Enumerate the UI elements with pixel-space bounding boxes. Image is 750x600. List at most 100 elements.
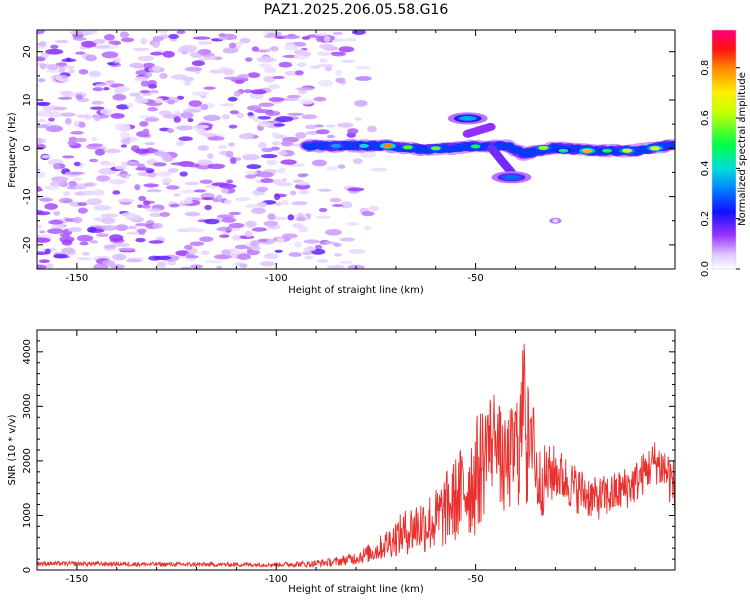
- heatmap-noise-blob: [247, 72, 261, 78]
- heatmap-noise-blob: [104, 148, 121, 154]
- heatmap-noise-blob: [257, 238, 268, 243]
- heatmap-noise-blob: [251, 46, 259, 52]
- heatmap-noise-blob: [176, 30, 186, 34]
- heatmap-noise-blob: [121, 161, 128, 167]
- heatmap-noise-blob: [112, 190, 121, 195]
- colorbar-tick-label: 0.2: [700, 211, 711, 227]
- heatmap-noise-blob: [250, 89, 267, 95]
- heatmap-noise-blob: [314, 124, 324, 128]
- heatmap-ridge-core: [582, 148, 593, 153]
- heatmap-noise-blob: [325, 124, 336, 128]
- heatmap-noise-blob: [325, 229, 342, 236]
- heatmap-noise-blob: [41, 154, 51, 159]
- heatmap-noise-blob: [159, 73, 168, 79]
- heatmap-noise-blob: [229, 110, 240, 115]
- heatmap-noise-blob: [112, 242, 130, 247]
- heatmap-noise-blob: [173, 116, 181, 123]
- heatmap-noise-blob: [88, 143, 103, 147]
- heatmap-noise-blob: [170, 162, 188, 166]
- snr-axes: -150 -100 -50 0 1000 2000 3000 4000: [22, 330, 676, 585]
- heatmap-noise-blob: [121, 37, 135, 43]
- heatmap-noise-blob: [53, 106, 67, 111]
- heatmap-noise-blob: [49, 181, 68, 187]
- heatmap-noise-blob: [315, 215, 331, 219]
- heatmap-noise-blob: [140, 37, 148, 45]
- heatmap-noise-blob: [105, 80, 115, 84]
- heatmap-noise-blob: [94, 148, 105, 156]
- heatmap-noise-blob: [245, 174, 257, 179]
- heatmap-noise-blob: [323, 35, 331, 43]
- heatmap-noise-blob: [118, 247, 136, 252]
- heatmap-noise-blob: [331, 52, 346, 57]
- snr-series-line: [37, 343, 675, 569]
- heatmap-noise-blob: [274, 249, 283, 253]
- heatmap-noise-blob: [59, 112, 76, 117]
- heatmap-noise-blob: [299, 98, 314, 105]
- heatmap-noise-blob: [223, 68, 235, 76]
- heatmap-noise-blob: [316, 63, 335, 68]
- heatmap-noise-blob: [263, 220, 279, 227]
- heatmap-noise-blob: [150, 51, 164, 56]
- heatmap-noise-blob: [58, 66, 66, 73]
- heatmap-noise-blob: [127, 225, 138, 230]
- heatmap-noise-blob: [237, 74, 250, 79]
- heatmap-noise-blob: [259, 261, 276, 267]
- heatmap-noise-blob: [213, 254, 232, 260]
- heatmap-noise-blob: [204, 218, 220, 225]
- heatmap-noise-blob: [220, 103, 235, 107]
- heatmap-noise-blob: [280, 200, 289, 206]
- heatmap-noise-blob: [278, 61, 293, 68]
- heatmap-noise-blob: [89, 240, 98, 244]
- heatmap-noise-blob: [121, 212, 135, 218]
- heatmap-noise-blob: [274, 193, 281, 201]
- heatmap-noise-blob: [115, 86, 130, 92]
- heatmap-noise-blob: [180, 266, 192, 269]
- heatmap-noise-blob: [206, 153, 214, 160]
- heatmap-noise-blob: [202, 132, 217, 138]
- colorbar: [712, 30, 736, 269]
- heatmap-noise-blob: [76, 234, 94, 242]
- heatmap-noise-blob: [340, 201, 353, 209]
- heatmap-noise-blob: [311, 159, 327, 167]
- heatmap-noise-blob: [59, 197, 73, 204]
- heatmap-noise-blob: [188, 100, 202, 107]
- heatmap-noise-blob: [37, 164, 38, 168]
- heatmap-noise-blob: [258, 102, 275, 107]
- spectrogram-x-axis-title: Height of straight line (km): [288, 285, 424, 296]
- heatmap-noise-blob: [58, 96, 73, 100]
- heatmap-noise-blob: [96, 233, 109, 238]
- heatmap-noise-blob: [37, 137, 43, 145]
- spectrogram-x-tick-label: -150: [66, 273, 89, 284]
- heatmap-noise-blob: [91, 100, 104, 105]
- heatmap-noise-blob: [303, 239, 320, 244]
- heatmap-noise-blob: [245, 57, 253, 62]
- heatmap-noise-blob: [168, 34, 179, 39]
- heatmap-noise-blob: [81, 190, 97, 196]
- heatmap-noise-blob: [207, 136, 225, 141]
- heatmap-noise-blob: [93, 189, 105, 196]
- heatmap-noise-blob: [238, 133, 255, 140]
- heatmap-noise-blob: [37, 183, 39, 187]
- heatmap-noise-blob: [117, 198, 136, 203]
- heatmap-noise-blob: [102, 162, 116, 166]
- heatmap-noise-blob: [146, 189, 162, 193]
- heatmap-noise-blob: [75, 51, 86, 55]
- heatmap-noise-blob: [152, 41, 160, 49]
- heatmap-noise-blob: [142, 128, 150, 135]
- heatmap-noise-blob: [146, 208, 163, 212]
- heatmap-noise-blob: [37, 224, 43, 229]
- heatmap-noise-blob: [189, 241, 205, 247]
- heatmap-noise-blob: [78, 69, 89, 75]
- snr-line-chart: [37, 343, 675, 569]
- heatmap-noise-blob: [242, 154, 260, 161]
- heatmap-noise-blob: [305, 131, 320, 135]
- heatmap-noise-blob: [294, 241, 303, 248]
- heatmap-spot: [502, 174, 521, 180]
- heatmap-noise-blob: [295, 132, 307, 139]
- heatmap-noise-blob: [301, 36, 311, 40]
- heatmap-noise-blob: [318, 79, 334, 87]
- heatmap-noise-blob: [155, 171, 173, 177]
- heatmap-noise-blob: [304, 124, 317, 130]
- heatmap-noise-blob: [148, 171, 157, 178]
- heatmap-noise-blob: [183, 109, 201, 113]
